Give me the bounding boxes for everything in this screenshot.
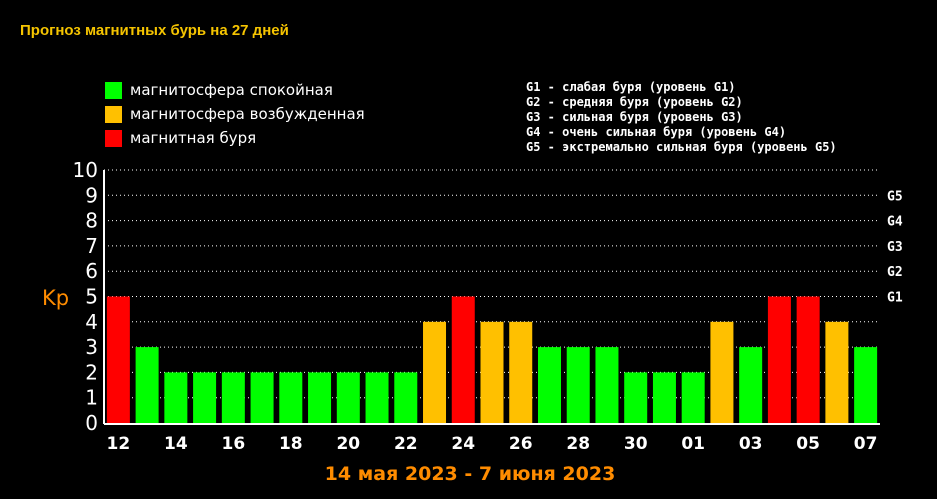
x-tick-label: 05 bbox=[796, 434, 820, 454]
bar bbox=[509, 321, 533, 423]
chart-title: Прогноз магнитных бурь на 27 дней bbox=[20, 22, 289, 39]
legend-label-active: магнитосфера возбужденная bbox=[130, 105, 365, 123]
bar bbox=[250, 372, 274, 423]
y-tick-label: 6 bbox=[85, 259, 98, 283]
y-tick-label: 1 bbox=[85, 386, 98, 410]
x-tick-label: 03 bbox=[739, 434, 763, 454]
x-tick-label: 30 bbox=[624, 434, 648, 454]
legend-item-quiet: магнитосфера спокойная bbox=[105, 78, 365, 102]
storm-level-tick: G4 bbox=[887, 215, 903, 230]
y-tick-label: 9 bbox=[85, 183, 98, 207]
storm-level-tick: G5 bbox=[887, 189, 903, 204]
x-tick-label: 20 bbox=[336, 434, 360, 454]
x-tick-label: 28 bbox=[566, 434, 590, 454]
legend-label-quiet: магнитосфера спокойная bbox=[130, 81, 333, 99]
y-tick-label: 7 bbox=[85, 234, 98, 258]
x-tick-label: 07 bbox=[854, 434, 878, 454]
x-tick-label: 01 bbox=[681, 434, 705, 454]
x-tick-label: 22 bbox=[394, 434, 418, 454]
bar bbox=[423, 321, 447, 423]
bar bbox=[566, 347, 590, 423]
storm-level-g3: G3 - сильная буря (уровень G3) bbox=[526, 110, 743, 124]
bar bbox=[308, 372, 332, 423]
legend-swatch-active bbox=[105, 105, 122, 123]
storm-level-tick: G1 bbox=[887, 291, 903, 306]
bar bbox=[394, 372, 418, 423]
y-tick-label: 5 bbox=[85, 285, 98, 309]
storm-level-g2: G2 - средняя буря (уровень G2) bbox=[526, 95, 743, 109]
storm-level-legend: G1 - слабая буря (уровень G1) G2 - средн… bbox=[526, 80, 837, 155]
y-tick-label: 4 bbox=[85, 310, 98, 334]
bar bbox=[480, 321, 504, 423]
storm-level-g1: G1 - слабая буря (уровень G1) bbox=[526, 80, 736, 94]
x-tick-label: 16 bbox=[221, 434, 245, 454]
bar bbox=[681, 372, 705, 423]
bar bbox=[193, 372, 217, 423]
bar bbox=[652, 372, 676, 423]
x-tick-label: 12 bbox=[107, 434, 131, 454]
bar bbox=[739, 347, 763, 423]
storm-level-tick: G2 bbox=[887, 265, 903, 280]
storm-level-g4: G4 - очень сильная буря (уровень G4) bbox=[526, 125, 787, 139]
bar bbox=[710, 321, 734, 423]
bar bbox=[595, 347, 619, 423]
bar bbox=[106, 296, 130, 423]
bar bbox=[624, 372, 648, 423]
bar bbox=[279, 372, 303, 423]
bar bbox=[767, 296, 791, 423]
bar bbox=[537, 347, 561, 423]
legend-swatch-storm bbox=[105, 129, 122, 147]
y-tick-label: 8 bbox=[85, 209, 98, 233]
legend: магнитосфера спокойная магнитосфера возб… bbox=[105, 78, 365, 150]
y-axis-label: Kp bbox=[42, 286, 69, 310]
x-tick-label: 26 bbox=[509, 434, 533, 454]
legend-item-active: магнитосфера возбужденная bbox=[105, 102, 365, 126]
bar bbox=[336, 372, 360, 423]
bar bbox=[365, 372, 389, 423]
legend-swatch-quiet bbox=[105, 81, 122, 99]
x-tick-label: 24 bbox=[451, 434, 475, 454]
storm-level-g5: G5 - экстремально сильная буря (уровень … bbox=[526, 140, 837, 154]
date-range-label: 14 мая 2023 - 7 июня 2023 bbox=[325, 463, 616, 485]
y-tick-label: 3 bbox=[85, 335, 98, 359]
legend-label-storm: магнитная буря bbox=[130, 129, 257, 147]
y-tick-label: 0 bbox=[85, 411, 98, 435]
bar bbox=[796, 296, 820, 423]
bar bbox=[221, 372, 245, 423]
x-tick-label: 18 bbox=[279, 434, 303, 454]
x-tick-label: 14 bbox=[164, 434, 188, 454]
storm-level-tick: G3 bbox=[887, 240, 903, 255]
bar bbox=[854, 347, 878, 423]
bar bbox=[135, 347, 159, 423]
bar bbox=[825, 321, 849, 423]
bar bbox=[164, 372, 188, 423]
y-tick-label: 2 bbox=[85, 360, 98, 384]
legend-item-storm: магнитная буря bbox=[105, 126, 365, 150]
y-tick-label: 10 bbox=[73, 158, 98, 182]
bar bbox=[451, 296, 475, 423]
